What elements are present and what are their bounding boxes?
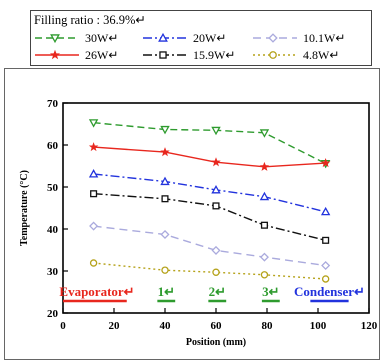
x-tick-label: 80	[262, 320, 274, 332]
x-axis-label: Position (mm)	[186, 337, 246, 348]
legend-marker	[49, 49, 61, 60]
series-line	[93, 262, 326, 280]
data-point	[321, 275, 330, 283]
region-label: Condenser↵	[294, 284, 365, 299]
region-label: 3↵	[262, 284, 279, 299]
data-point	[88, 142, 99, 152]
region-label: 2↵	[209, 284, 226, 299]
data-point	[88, 169, 99, 178]
data-point	[320, 206, 331, 216]
data-point	[259, 252, 269, 262]
y-tick-label: 50	[47, 182, 59, 194]
data-point	[89, 259, 98, 267]
x-tick-label: 20	[109, 320, 121, 332]
data-point	[320, 158, 331, 168]
series-line	[93, 122, 326, 165]
data-point	[161, 266, 169, 274]
data-point	[160, 125, 170, 135]
y-axis-label: Temperature (°C)	[19, 170, 30, 246]
chart-panel: 0 20 40 60 80 100 120 20 30 40 50 60 70 Evaporator↵ 1…	[4, 68, 380, 360]
legend-label: 4.8W↵	[303, 48, 339, 62]
x-tick-label: 0	[60, 320, 66, 332]
data-point	[259, 161, 270, 171]
legend-label: 30W↵	[85, 31, 118, 45]
legend-marker	[50, 34, 60, 44]
y-tick-label: 30	[47, 266, 59, 278]
data-point	[212, 268, 220, 276]
legend-marker	[159, 51, 167, 59]
x-tick-label: 120	[361, 320, 378, 332]
data-point	[260, 221, 268, 229]
data-point	[322, 236, 330, 244]
legend-marker	[269, 51, 277, 59]
series-line	[93, 146, 326, 168]
y-tick-label: 20	[47, 308, 59, 320]
data-point	[160, 147, 170, 157]
data-point	[211, 157, 221, 167]
data-point	[211, 245, 221, 255]
y-tick-label: 70	[47, 98, 59, 110]
legend-label: 10.1W↵	[303, 31, 345, 45]
x-tick-label: 100	[310, 320, 327, 332]
legend-marker	[268, 33, 278, 43]
series-line	[93, 225, 326, 267]
data-point	[89, 221, 99, 231]
region-label: Evaporator↵	[59, 284, 134, 299]
data-point	[260, 271, 269, 279]
legend-label: 26W↵	[85, 48, 118, 62]
y-tick-label: 60	[47, 140, 59, 152]
data-point	[259, 191, 270, 201]
data-point	[160, 229, 170, 239]
legend-label: 20W↵	[193, 31, 226, 45]
data-point	[211, 126, 221, 136]
series-line	[93, 193, 326, 241]
data-point	[259, 129, 270, 138]
series-line	[93, 173, 326, 213]
x-tick-label: 40	[160, 320, 172, 332]
legend-label: 15.9W↵	[193, 48, 235, 62]
data-point	[321, 261, 331, 271]
legend-svg: Filling ratio : 36.9%↵ 30W↵ 20W↵ 10.1W↵ 26W…	[34, 13, 345, 62]
data-point	[90, 190, 98, 198]
x-tick-label: 60	[211, 320, 223, 332]
data-point	[161, 195, 169, 203]
data-point	[211, 185, 221, 194]
legend-title: Filling ratio : 36.9%↵	[34, 13, 146, 27]
legend: Filling ratio : 36.9%↵ 30W↵ 20W↵ 10.1W↵ 26W…	[30, 10, 372, 66]
data-point	[88, 119, 99, 128]
y-tick-label: 40	[47, 224, 59, 236]
legend-marker	[158, 32, 168, 42]
data-point	[212, 202, 220, 210]
region-label: 1↵	[158, 284, 175, 299]
data-point	[160, 176, 170, 186]
